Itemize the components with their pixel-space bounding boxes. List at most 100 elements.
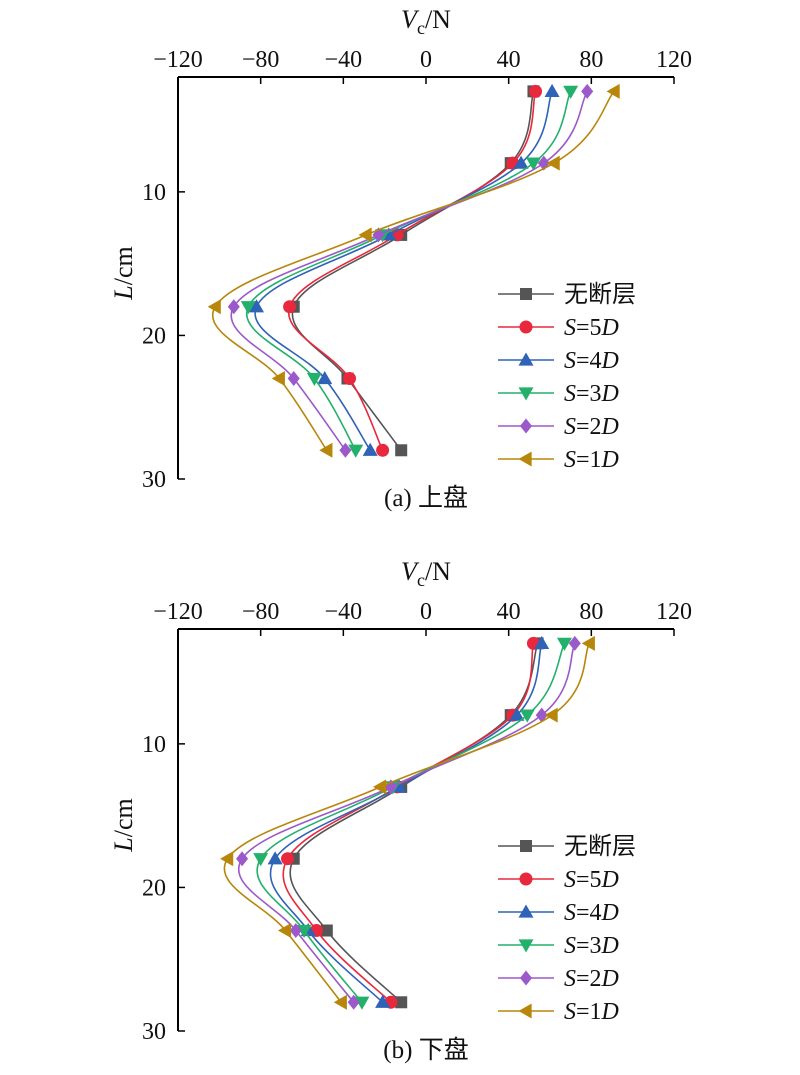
legend-marker xyxy=(520,970,532,986)
legend-marker xyxy=(518,451,532,467)
x-axis-title: Vc/N xyxy=(401,5,451,38)
data-point xyxy=(281,852,295,866)
legend-marker xyxy=(520,418,532,434)
legend-marker xyxy=(518,939,534,953)
x-tick-label: −80 xyxy=(242,47,280,73)
chart-caption: (a) 上盘 xyxy=(384,484,468,512)
data-point xyxy=(277,923,292,938)
data-point xyxy=(240,301,256,315)
series-line xyxy=(269,643,543,1003)
data-point xyxy=(333,994,347,1010)
data-point xyxy=(581,83,594,99)
x-tick-label: 80 xyxy=(579,47,603,73)
chart-caption: (b) 下盘 xyxy=(383,1036,468,1064)
chart-panel-top: Vc/N L/cm (a) 上盘 −120 −80 −40 0 40 80 120 10 20 3… xyxy=(109,5,692,512)
data-point xyxy=(544,707,558,723)
data-point xyxy=(283,300,297,314)
series-line xyxy=(282,643,535,1003)
y-tick-label: 30 xyxy=(142,1019,166,1045)
legend-marker xyxy=(518,1003,532,1019)
data-point xyxy=(317,371,333,385)
x-tick-label: 40 xyxy=(497,599,521,625)
x-tick-label: 0 xyxy=(420,47,432,73)
data-point xyxy=(319,442,333,458)
series-line xyxy=(212,90,615,451)
legend-label: S=3D xyxy=(564,933,619,959)
legend-marker xyxy=(519,872,533,886)
legend-marker xyxy=(520,288,532,300)
legend-label: S=3D xyxy=(564,381,619,407)
x-tick-label: −120 xyxy=(153,599,203,625)
x-tick-label: 120 xyxy=(656,47,692,73)
y-tick-label: 20 xyxy=(142,875,166,901)
data-point xyxy=(395,444,408,457)
x-tick-label: −80 xyxy=(242,599,280,625)
data-point xyxy=(227,299,240,315)
data-point xyxy=(207,299,221,315)
legend-label: 无断层 xyxy=(564,281,636,308)
data-point xyxy=(306,372,322,386)
y-tick-label: 10 xyxy=(142,180,166,206)
series-line xyxy=(291,91,535,451)
data-point xyxy=(358,227,372,243)
data-point xyxy=(606,83,620,99)
data-point xyxy=(347,994,360,1010)
series-line xyxy=(223,642,590,1003)
data-point xyxy=(287,371,300,386)
data-point xyxy=(513,155,529,169)
legend-label: S=4D xyxy=(564,900,619,926)
legend-label: S=1D xyxy=(564,447,619,473)
data-point xyxy=(296,924,312,938)
data-point xyxy=(529,84,543,98)
data-point xyxy=(525,157,541,171)
data-point xyxy=(362,442,378,456)
data-point xyxy=(534,635,550,649)
chart-panel-bottom: Vc/N L/cm (b) 下盘 −120 −80 −40 0 40 80 120 10 20 3… xyxy=(109,557,692,1064)
data-point xyxy=(267,851,283,865)
x-tick-label: 120 xyxy=(656,599,692,625)
y-tick-label: 10 xyxy=(142,732,166,758)
legend-marker xyxy=(519,320,533,334)
legend-label: S=2D xyxy=(564,966,619,992)
data-point xyxy=(343,372,357,385)
legend-label: S=5D xyxy=(564,315,619,341)
data-point xyxy=(581,635,595,651)
y-tick-label: 30 xyxy=(142,467,166,493)
legend-marker xyxy=(518,387,534,401)
data-point xyxy=(376,443,390,457)
data-point xyxy=(271,371,285,386)
y-axis-title: L/cm xyxy=(109,798,138,852)
data-point xyxy=(563,85,579,99)
x-tick-label: 40 xyxy=(497,47,521,73)
data-point xyxy=(544,83,560,97)
data-point xyxy=(249,299,265,313)
x-tick-label: −120 xyxy=(153,47,203,73)
data-point xyxy=(253,853,269,867)
x-tick-label: 80 xyxy=(579,599,603,625)
x-tick-label: 0 xyxy=(420,599,432,625)
legend-marker xyxy=(520,840,532,852)
x-tick-label: −40 xyxy=(325,47,363,73)
data-point xyxy=(348,444,364,458)
x-axis-title: Vc/N xyxy=(401,557,451,590)
y-axis-title: L/cm xyxy=(109,246,138,300)
legend-marker xyxy=(518,904,534,918)
data-point xyxy=(375,994,391,1008)
data-point xyxy=(373,779,387,795)
data-point xyxy=(556,637,572,651)
data-point xyxy=(395,996,408,1009)
legend-label: S=5D xyxy=(564,867,619,893)
data-point xyxy=(220,851,234,867)
legend-label: S=1D xyxy=(564,999,619,1025)
data-point xyxy=(568,635,581,651)
data-point xyxy=(289,923,302,938)
legend-label: 无断层 xyxy=(564,833,636,860)
legend-label: S=2D xyxy=(564,414,619,440)
x-tick-label: −40 xyxy=(325,599,363,625)
data-point xyxy=(236,851,249,867)
data-point xyxy=(519,709,535,723)
y-tick-label: 20 xyxy=(142,323,166,349)
data-point xyxy=(354,996,370,1010)
data-point xyxy=(546,155,560,171)
